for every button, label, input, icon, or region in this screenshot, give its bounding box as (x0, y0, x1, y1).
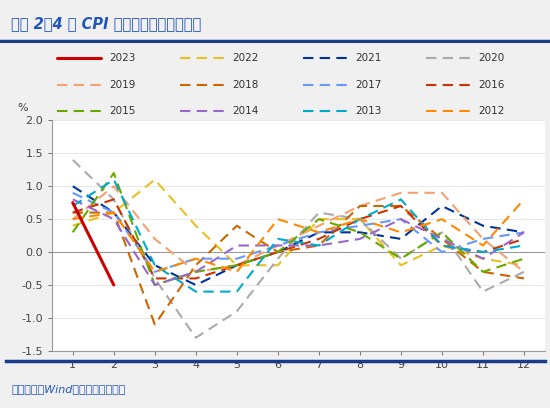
Text: 资料来源：Wind，国盛证券研究所: 资料来源：Wind，国盛证券研究所 (11, 384, 125, 395)
Text: 2017: 2017 (355, 80, 381, 90)
Text: 2019: 2019 (109, 80, 135, 90)
Text: 2014: 2014 (232, 106, 258, 116)
Text: 图表 2：4 月 CPI 环比基本符合季节规律: 图表 2：4 月 CPI 环比基本符合季节规律 (11, 16, 201, 31)
Text: 2023: 2023 (109, 53, 135, 63)
Text: 2016: 2016 (478, 80, 504, 90)
Text: 2020: 2020 (478, 53, 504, 63)
Text: 2022: 2022 (232, 53, 258, 63)
Text: 2018: 2018 (232, 80, 258, 90)
Text: 2013: 2013 (355, 106, 381, 116)
Text: %: % (18, 104, 29, 113)
Text: 2012: 2012 (478, 106, 504, 116)
Text: 2021: 2021 (355, 53, 381, 63)
Text: 2015: 2015 (109, 106, 135, 116)
